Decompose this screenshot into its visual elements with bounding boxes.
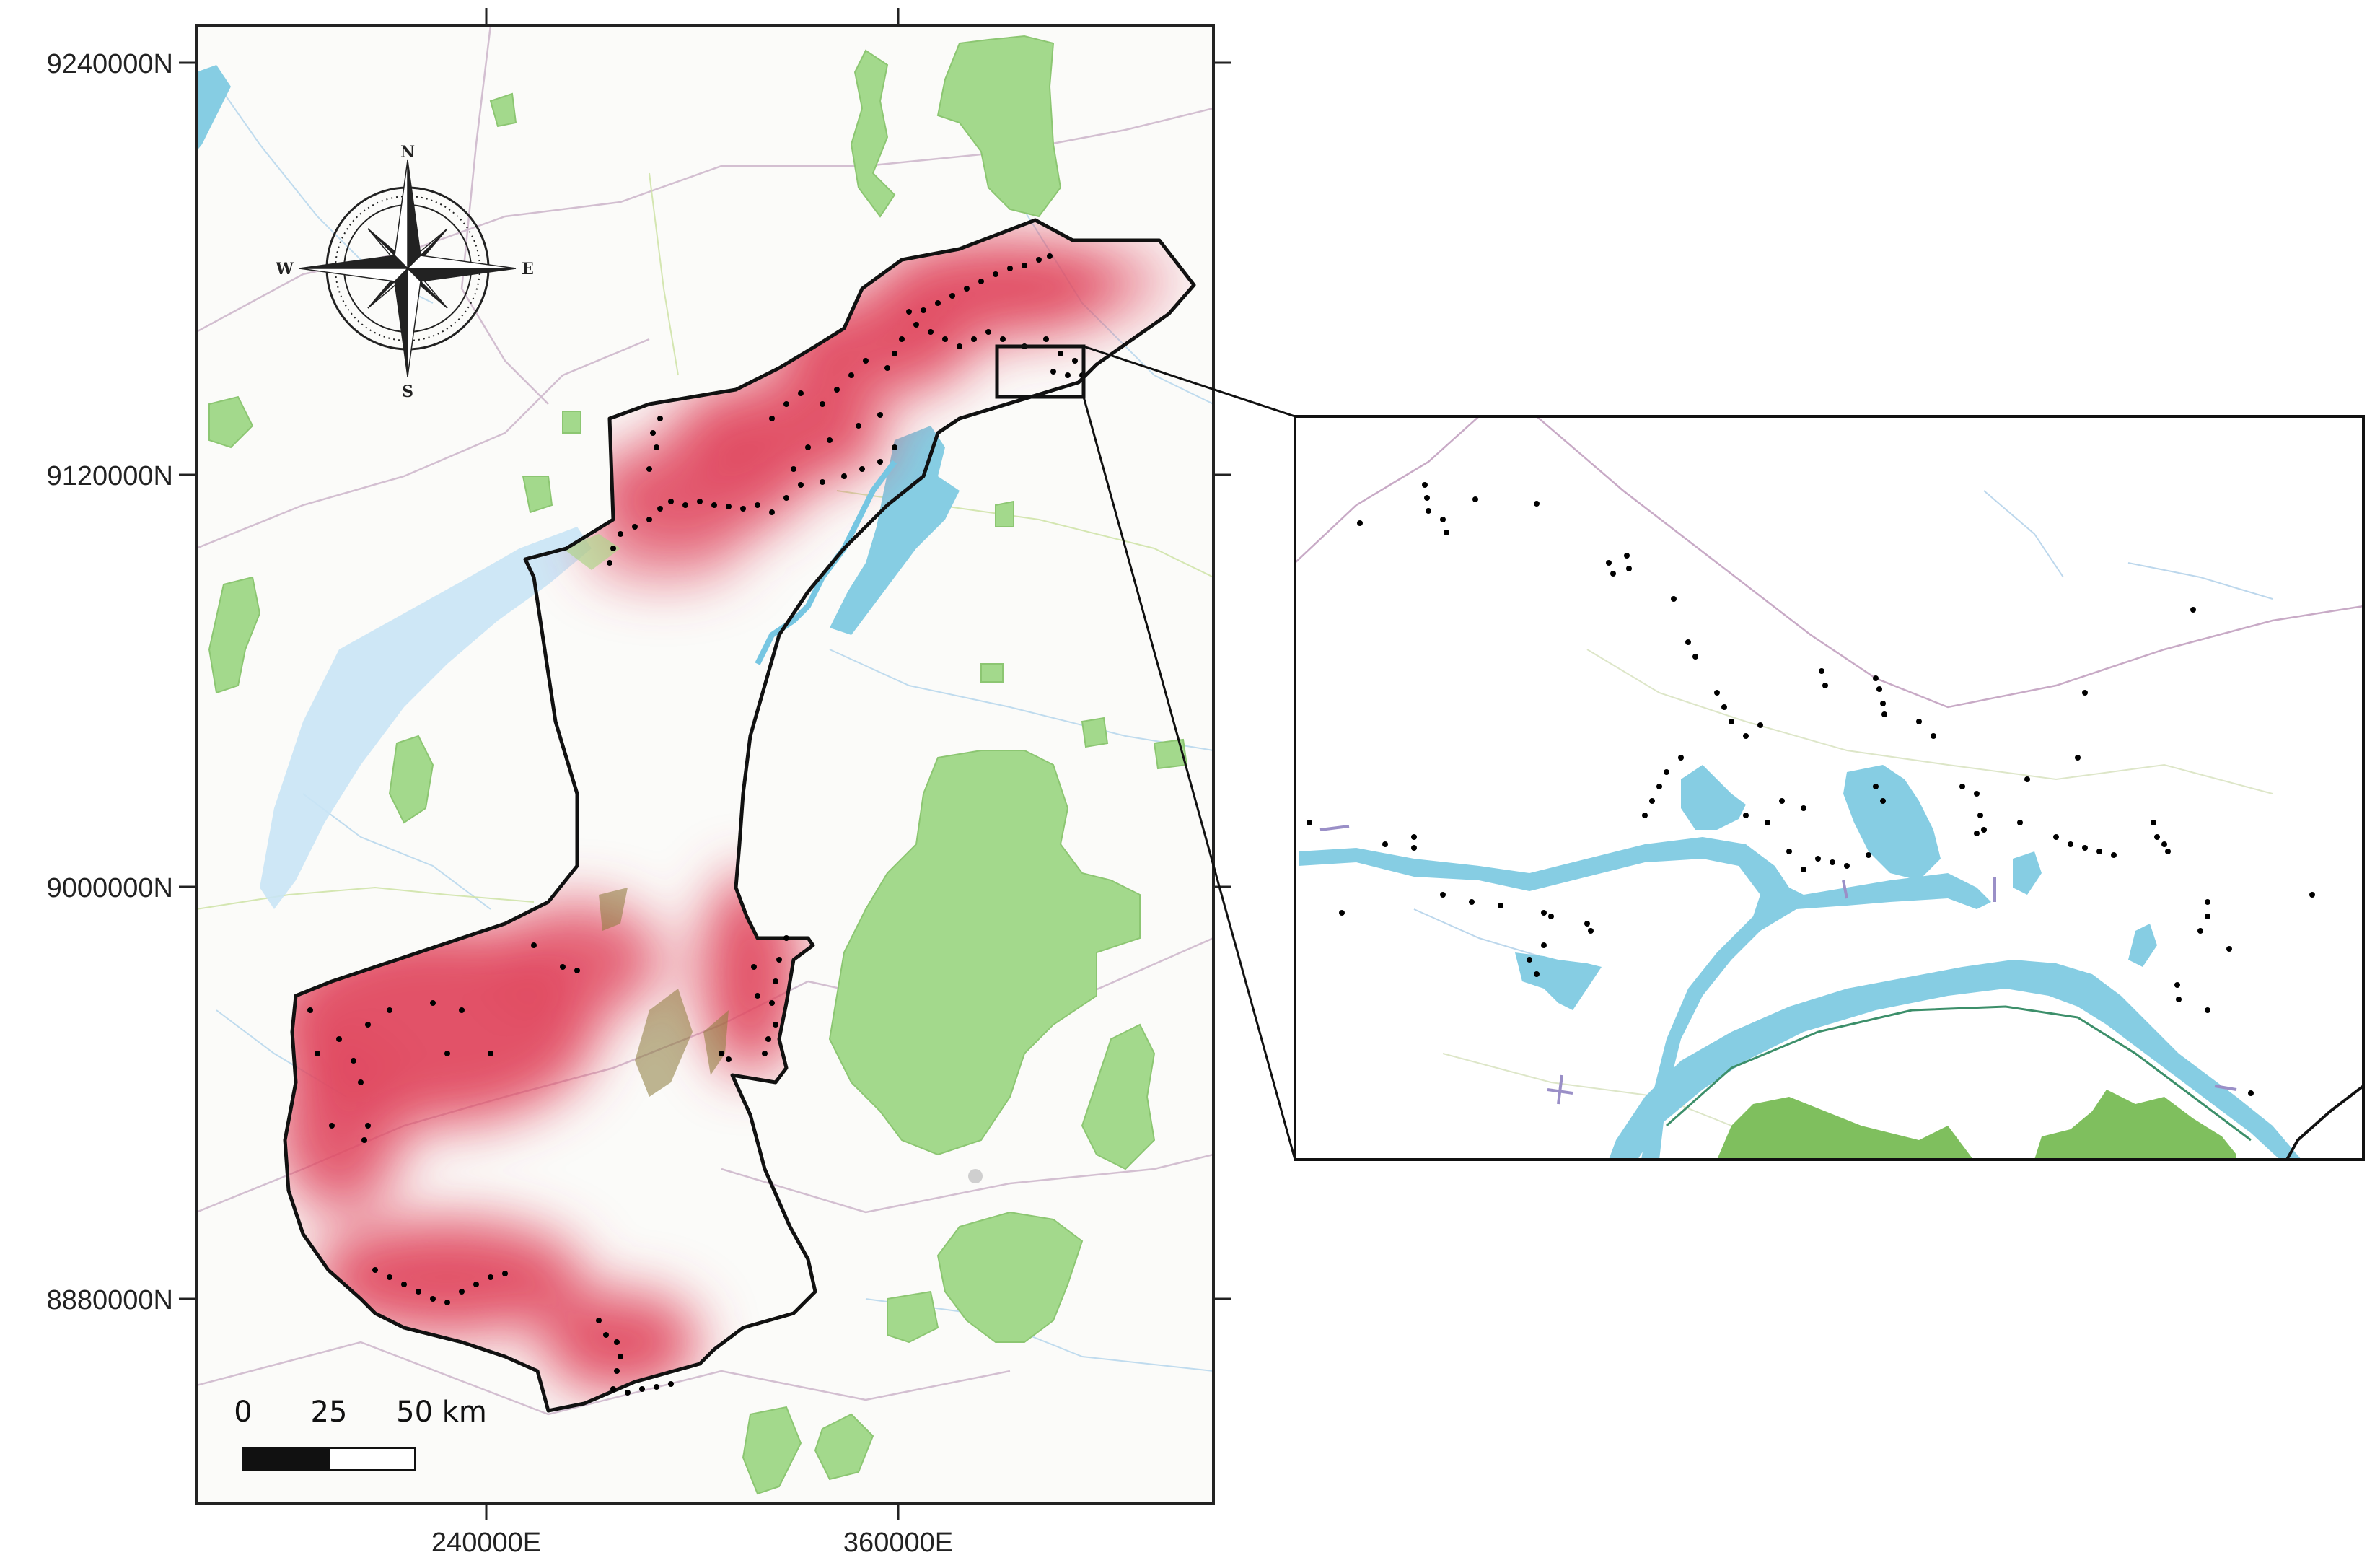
- compass-s: S: [402, 382, 413, 401]
- x-label-360000E: 360000E: [843, 1528, 953, 1558]
- compass-e: E: [522, 260, 534, 279]
- inset-map: [1295, 416, 2363, 1160]
- inset-connector-bottom: [1082, 396, 1296, 1160]
- y-label-9000000N: 9000000N: [47, 873, 173, 903]
- occurrence-points: [307, 253, 1085, 1396]
- basemap: [196, 25, 1213, 1503]
- y-label-9120000N: 9120000N: [47, 461, 173, 491]
- inset-map-frame: [1294, 415, 2365, 1161]
- scale-label-0: 0: [234, 1396, 252, 1429]
- x-label-240000E: 240000E: [431, 1528, 541, 1558]
- compass-n: N: [400, 143, 415, 162]
- graticule-ticks: [179, 8, 1231, 1520]
- inset-occurrence-points: [1307, 482, 2315, 1096]
- scale-label-25: 25: [311, 1396, 348, 1429]
- inset-connector-top: [1083, 345, 1296, 418]
- study-area-boundary: [283, 218, 1196, 1413]
- y-label-9240000N: 9240000N: [47, 49, 173, 79]
- scale-label-50km: 50 km: [396, 1396, 487, 1429]
- compass-rose-icon: N S E W: [275, 143, 534, 401]
- inset-locator-box: [995, 344, 1086, 399]
- compass-w: W: [275, 260, 294, 279]
- main-map-frame: [195, 24, 1215, 1505]
- scale-bar: 0 25 50 km: [234, 1396, 487, 1471]
- y-label-8880000N: 8880000N: [47, 1285, 173, 1315]
